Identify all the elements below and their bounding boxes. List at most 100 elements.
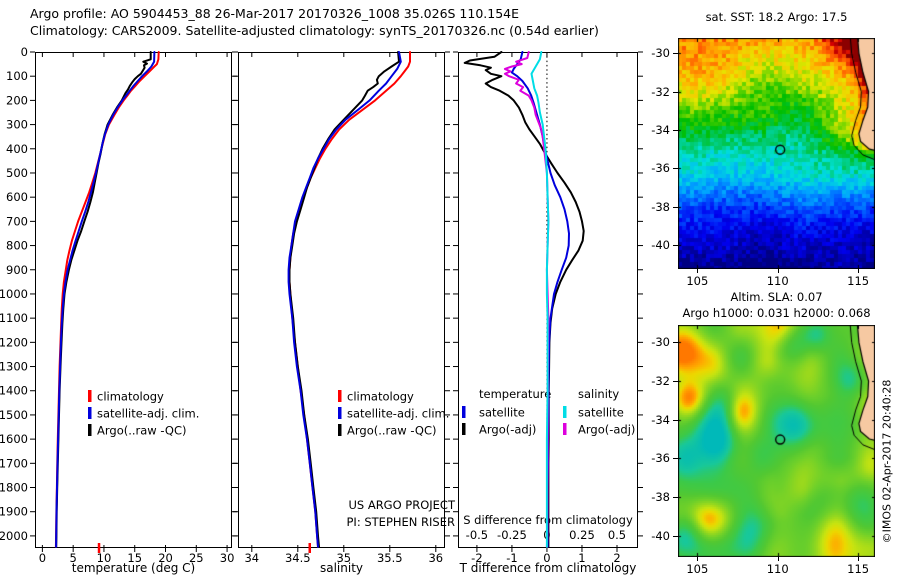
y-tick-label: 1200: [0, 335, 28, 349]
series-climatology: [288, 51, 411, 548]
figure-title: Argo profile: AO 5904453_88 26-Mar-2017 …: [30, 6, 520, 21]
x-tick-label: 10: [97, 551, 112, 565]
y-tick-label: 100: [6, 69, 28, 83]
temperature-profile-frame: [35, 52, 232, 548]
legend-label: climatology: [347, 390, 414, 404]
map-y-tick-label: -40: [651, 528, 670, 543]
x-tick-label: 34.5: [285, 551, 311, 565]
legend-swatch: [338, 407, 342, 419]
series-argo-raw-qc-: [55, 51, 152, 548]
imos-credit: ©IMOS 02-Apr-2017 20:40:28: [880, 379, 894, 544]
salinity-profile-frame: [238, 52, 445, 548]
x-tick-label: 36: [428, 551, 443, 565]
map-y-tick-label: -32: [651, 374, 670, 389]
y-tick: [673, 168, 678, 169]
x-tick-label: 35.5: [377, 551, 403, 565]
y-tick-label: 800: [6, 239, 28, 253]
series-argo-raw-qc-: [288, 51, 400, 548]
y-tick-label: 1800: [0, 481, 28, 495]
legend-label: Argo(..raw -QC): [347, 424, 437, 438]
salinity-axis-label: salinity: [319, 561, 364, 575]
y-tick: [673, 342, 678, 343]
y-tick: [673, 92, 678, 93]
x-tick-label: -1: [506, 551, 517, 565]
sst-map-title: sat. SST: 18.2 Argo: 17.5: [705, 10, 848, 24]
legend-label: Argo(..raw -QC): [97, 424, 187, 438]
y-tick-label: 1100: [0, 311, 28, 325]
y-tick: [673, 381, 678, 382]
y-tick-label: 300: [6, 118, 28, 132]
y-tick-label: 900: [6, 263, 28, 277]
project-annotation-line2: PI: STEPHEN RISER: [346, 515, 456, 529]
x-tick: [697, 269, 698, 273]
x-tick-label: 0: [39, 551, 46, 565]
legend-swatch: [462, 406, 466, 418]
y-tick-label: 0: [21, 45, 28, 59]
sla-map: [678, 325, 875, 557]
s-tick-label: -0.5: [466, 528, 488, 542]
x-tick-label: 5: [70, 551, 77, 565]
series-satellite-adj-clim-: [55, 51, 156, 548]
series-t-argo-adj-: [463, 51, 585, 548]
legend-swatch: [462, 423, 466, 435]
y-tick-label: 400: [6, 142, 28, 156]
legend-label: satellite-adj. clim.: [97, 407, 199, 421]
legend-swatch: [563, 423, 567, 435]
y-tick-label: 200: [6, 93, 28, 107]
legend-header: salinity: [578, 387, 619, 401]
map-y-tick-label: -32: [651, 84, 670, 99]
map-y-tick-label: -30: [651, 46, 670, 61]
x-tick: [778, 557, 779, 561]
y-tick-label: 1400: [0, 384, 28, 398]
x-tick-label: 15: [127, 551, 142, 565]
legend-label: Argo(-adj): [578, 423, 635, 437]
map-x-tick-label: 105: [686, 562, 709, 576]
project-annotation-line1: US ARGO PROJECT: [348, 498, 455, 512]
map-y-tick-label: -34: [651, 123, 670, 138]
map-y-tick-label: -38: [651, 490, 670, 505]
map-x-tick-label: 105: [686, 274, 709, 288]
y-tick-label: 1500: [0, 408, 28, 422]
map-y-tick-label: -40: [651, 238, 670, 253]
map-y-tick-label: -30: [651, 335, 670, 350]
x-tick-label: 35: [336, 551, 351, 565]
y-tick-label: 1900: [0, 505, 28, 519]
y-tick: [673, 458, 678, 459]
map-y-tick-label: -36: [651, 451, 670, 466]
map-y-tick-label: -36: [651, 161, 670, 176]
x-tick-label: 20: [158, 551, 173, 565]
x-tick-label: 30: [220, 551, 235, 565]
legend-label: satellite: [479, 406, 525, 420]
y-tick: [673, 53, 678, 54]
s-tick-label: 0.5: [608, 528, 626, 542]
y-tick: [673, 420, 678, 421]
y-tick: [673, 207, 678, 208]
legend-label: satellite-adj. clim.: [347, 407, 449, 421]
x-tick-label: 0: [543, 551, 550, 565]
y-tick-label: 1600: [0, 432, 28, 446]
t-diff-axis-label: T difference from climatology: [459, 561, 637, 575]
y-tick: [673, 536, 678, 537]
x-tick: [697, 557, 698, 561]
x-tick-label: -2: [471, 551, 482, 565]
map-x-tick-label: 115: [847, 562, 870, 576]
series-satellite-adj-clim-: [287, 51, 402, 548]
map-y-tick-label: -34: [651, 412, 670, 427]
y-tick: [673, 497, 678, 498]
y-tick-label: 700: [6, 214, 28, 228]
legend-swatch: [338, 390, 342, 402]
y-tick-label: 1000: [0, 287, 28, 301]
y-tick-label: 500: [6, 166, 28, 180]
map-x-tick-label: 110: [766, 562, 789, 576]
y-tick-label: 1300: [0, 360, 28, 374]
legend-label: Argo(-adj): [479, 423, 536, 437]
sst-map-canvas: [678, 38, 875, 269]
x-tick-label: 25: [189, 551, 204, 565]
legend-swatch: [88, 407, 92, 419]
y-tick-label: 2000: [0, 529, 28, 543]
s-tick-label: -0.25: [497, 528, 527, 542]
temperature-axis-label: temperature (deg C): [71, 561, 196, 575]
map-x-tick-label: 110: [766, 274, 789, 288]
